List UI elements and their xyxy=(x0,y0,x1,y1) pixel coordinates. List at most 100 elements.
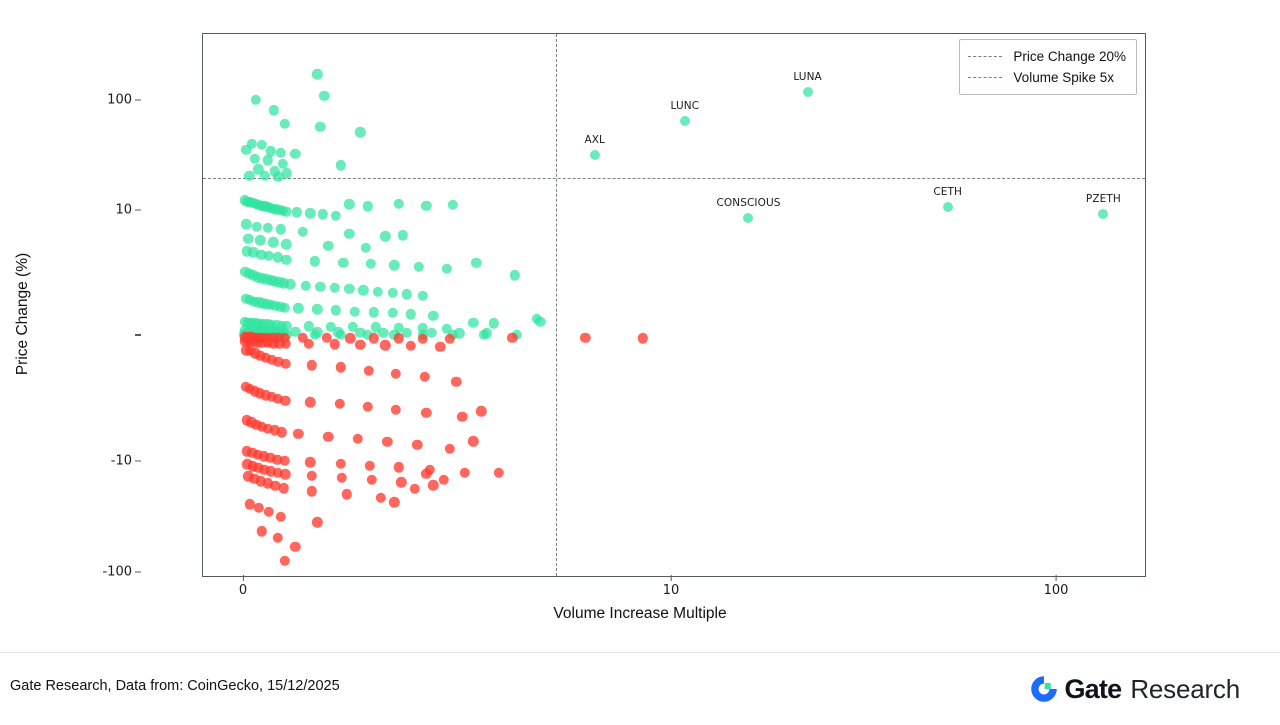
scatter-point xyxy=(266,391,277,403)
scatter-point xyxy=(393,462,404,473)
scatter-point xyxy=(281,329,293,340)
scatter-point xyxy=(297,226,309,237)
x-tick-label: 100 xyxy=(1044,575,1068,598)
scatter-point xyxy=(412,439,423,450)
scatter-point xyxy=(249,348,261,359)
scatter-point xyxy=(323,240,334,252)
scatter-point xyxy=(277,205,288,217)
scatter-point xyxy=(241,329,253,340)
scatter-point xyxy=(380,231,391,242)
scatter-point xyxy=(478,329,490,341)
x-tick-label: 10 xyxy=(663,575,679,598)
scatter-point xyxy=(262,332,274,343)
scatter-point xyxy=(265,452,276,464)
y-tick-mark xyxy=(135,99,141,101)
scatter-point xyxy=(244,329,256,340)
scatter-point xyxy=(330,305,342,316)
point-annotation-label: LUNA xyxy=(793,70,822,83)
scatter-point xyxy=(260,389,271,401)
scatter-point xyxy=(335,160,347,171)
scatter-point xyxy=(405,340,417,352)
plot-area: AXL LUNC LUNA CONSCIOUS CETH PZETH Price Chan… xyxy=(202,33,1146,577)
scatter-point xyxy=(261,273,272,285)
scatter-point xyxy=(264,329,275,340)
scatter-point xyxy=(280,206,292,218)
dashed-line-icon xyxy=(968,56,1003,57)
scatter-point xyxy=(274,277,285,288)
scatter-point xyxy=(241,446,253,457)
scatter-point xyxy=(441,263,452,274)
scatter-point xyxy=(269,166,281,177)
scatter-point xyxy=(279,118,291,130)
scatter-point xyxy=(246,447,258,459)
scatter-point xyxy=(333,327,344,338)
scatter-point xyxy=(1098,209,1109,220)
scatter-point xyxy=(343,228,355,240)
scatter-point xyxy=(275,329,286,340)
scatter-point xyxy=(247,325,258,337)
scatter-point xyxy=(252,163,264,175)
scatter-point xyxy=(481,328,492,339)
scatter-point xyxy=(255,350,266,361)
scatter-point xyxy=(242,332,254,343)
scatter-point xyxy=(289,326,301,338)
scatter-point xyxy=(321,332,333,344)
scatter-point xyxy=(309,329,320,340)
scatter-point xyxy=(389,329,400,341)
scatter-point xyxy=(421,468,432,480)
scatter-point xyxy=(279,332,291,344)
scatter-point xyxy=(251,221,263,232)
brand-name: Gate xyxy=(1064,673,1122,704)
point-annotation-label: LUNC xyxy=(670,99,700,112)
scatter-point xyxy=(355,127,366,138)
scatter-point xyxy=(245,345,256,357)
scatter-point xyxy=(309,255,320,267)
scatter-point xyxy=(275,147,286,158)
y-tick-mark xyxy=(135,571,141,573)
scatter-point xyxy=(277,158,288,169)
scatter-point xyxy=(280,358,291,369)
scatter-point xyxy=(390,404,402,416)
scatter-point xyxy=(393,322,404,333)
scatter-point xyxy=(273,326,284,337)
scatter-point xyxy=(265,274,276,286)
scatter-point xyxy=(265,465,276,477)
scatter-point xyxy=(305,397,316,408)
scatter-point xyxy=(417,333,428,344)
scatter-point xyxy=(390,368,402,379)
scatter-point xyxy=(306,360,318,371)
scatter-point xyxy=(271,454,283,465)
scatter-point xyxy=(417,322,428,334)
scatter-point xyxy=(336,472,348,483)
y-tick-label: -100 xyxy=(102,565,141,580)
scatter-point xyxy=(417,329,428,341)
scatter-point xyxy=(252,337,263,348)
scatter-point xyxy=(273,356,284,367)
scatter-point xyxy=(362,401,373,413)
scatter-point xyxy=(349,306,360,317)
scatter-point xyxy=(253,502,264,514)
scatter-point xyxy=(389,496,400,508)
scatter-point xyxy=(250,318,261,329)
scatter-point xyxy=(330,210,342,221)
chart-legend: Price Change 20% Volume Spike 5x xyxy=(959,39,1137,95)
scatter-point xyxy=(268,105,280,116)
scatter-point xyxy=(325,321,337,332)
scatter-point xyxy=(426,327,438,339)
scatter-point xyxy=(262,222,273,234)
scatter-point xyxy=(306,470,318,481)
scatter-point xyxy=(285,279,296,290)
scatter-point xyxy=(447,329,459,341)
y-tick-mark xyxy=(135,209,141,211)
scatter-point xyxy=(268,337,279,349)
scatter-point xyxy=(305,208,316,219)
scatter-point xyxy=(360,242,371,254)
scatter-point xyxy=(476,406,487,417)
scatter-point xyxy=(248,336,259,348)
scatter-point xyxy=(240,325,251,336)
scatter-point xyxy=(248,270,259,281)
scatter-point xyxy=(263,250,275,262)
scatter-point xyxy=(364,460,375,471)
scatter-point xyxy=(248,329,259,340)
scatter-point xyxy=(312,304,323,315)
